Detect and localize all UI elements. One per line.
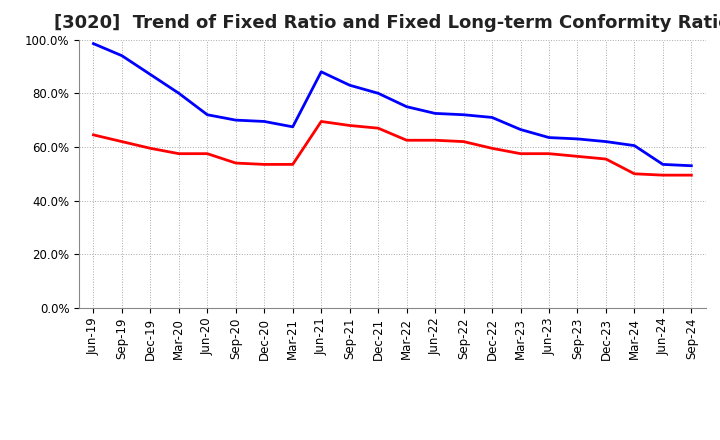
Fixed Ratio [232, 117, 240, 123]
Fixed Long-term Conformity Ratio [260, 162, 269, 167]
Fixed Ratio [687, 163, 696, 169]
Fixed Ratio [117, 53, 126, 59]
Fixed Ratio [573, 136, 582, 142]
Fixed Ratio [89, 41, 98, 46]
Fixed Long-term Conformity Ratio [602, 156, 611, 161]
Fixed Long-term Conformity Ratio [117, 139, 126, 144]
Fixed Long-term Conformity Ratio [659, 172, 667, 178]
Fixed Long-term Conformity Ratio [317, 119, 325, 124]
Fixed Long-term Conformity Ratio [146, 146, 155, 151]
Fixed Long-term Conformity Ratio [374, 125, 382, 131]
Fixed Ratio [487, 115, 496, 120]
Fixed Ratio [260, 119, 269, 124]
Fixed Long-term Conformity Ratio [516, 151, 525, 156]
Title: [3020]  Trend of Fixed Ratio and Fixed Long-term Conformity Ratio: [3020] Trend of Fixed Ratio and Fixed Lo… [54, 15, 720, 33]
Line: Fixed Ratio: Fixed Ratio [94, 44, 691, 166]
Fixed Ratio [203, 112, 212, 117]
Fixed Ratio [402, 104, 411, 109]
Fixed Ratio [346, 83, 354, 88]
Fixed Long-term Conformity Ratio [431, 138, 439, 143]
Fixed Ratio [317, 69, 325, 74]
Fixed Long-term Conformity Ratio [203, 151, 212, 156]
Fixed Long-term Conformity Ratio [89, 132, 98, 138]
Fixed Ratio [431, 111, 439, 116]
Fixed Long-term Conformity Ratio [545, 151, 554, 156]
Fixed Ratio [602, 139, 611, 144]
Fixed Long-term Conformity Ratio [346, 123, 354, 128]
Line: Fixed Long-term Conformity Ratio: Fixed Long-term Conformity Ratio [94, 121, 691, 175]
Fixed Ratio [630, 143, 639, 148]
Fixed Long-term Conformity Ratio [573, 154, 582, 159]
Fixed Long-term Conformity Ratio [459, 139, 468, 144]
Fixed Ratio [659, 162, 667, 167]
Fixed Ratio [516, 127, 525, 132]
Fixed Long-term Conformity Ratio [630, 171, 639, 176]
Fixed Long-term Conformity Ratio [232, 161, 240, 166]
Fixed Long-term Conformity Ratio [687, 172, 696, 178]
Fixed Long-term Conformity Ratio [487, 146, 496, 151]
Fixed Long-term Conformity Ratio [289, 162, 297, 167]
Fixed Ratio [545, 135, 554, 140]
Fixed Ratio [459, 112, 468, 117]
Fixed Long-term Conformity Ratio [402, 138, 411, 143]
Fixed Ratio [146, 72, 155, 77]
Fixed Ratio [289, 124, 297, 129]
Fixed Ratio [374, 91, 382, 96]
Fixed Long-term Conformity Ratio [174, 151, 183, 156]
Fixed Ratio [174, 91, 183, 96]
